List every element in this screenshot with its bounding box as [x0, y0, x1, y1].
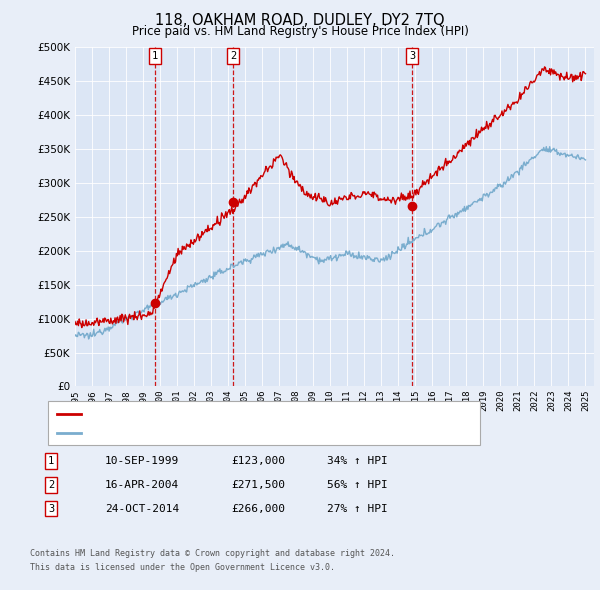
Text: £271,500: £271,500: [231, 480, 285, 490]
Text: Price paid vs. HM Land Registry's House Price Index (HPI): Price paid vs. HM Land Registry's House …: [131, 25, 469, 38]
Text: 2: 2: [230, 51, 236, 61]
Text: 27% ↑ HPI: 27% ↑ HPI: [327, 504, 388, 513]
Text: 2: 2: [48, 480, 54, 490]
Text: £266,000: £266,000: [231, 504, 285, 513]
Text: 56% ↑ HPI: 56% ↑ HPI: [327, 480, 388, 490]
Text: This data is licensed under the Open Government Licence v3.0.: This data is licensed under the Open Gov…: [30, 563, 335, 572]
Text: 1: 1: [152, 51, 158, 61]
Text: 10-SEP-1999: 10-SEP-1999: [105, 457, 179, 466]
Text: HPI: Average price, detached house, Dudley: HPI: Average price, detached house, Dudl…: [87, 428, 349, 438]
Text: Contains HM Land Registry data © Crown copyright and database right 2024.: Contains HM Land Registry data © Crown c…: [30, 549, 395, 558]
Text: £123,000: £123,000: [231, 457, 285, 466]
Text: 118, OAKHAM ROAD, DUDLEY, DY2 7TQ: 118, OAKHAM ROAD, DUDLEY, DY2 7TQ: [155, 13, 445, 28]
Text: 16-APR-2004: 16-APR-2004: [105, 480, 179, 490]
Text: 118, OAKHAM ROAD, DUDLEY, DY2 7TQ (detached house): 118, OAKHAM ROAD, DUDLEY, DY2 7TQ (detac…: [87, 409, 400, 418]
Text: 1: 1: [48, 457, 54, 466]
Text: 3: 3: [48, 504, 54, 513]
Text: 3: 3: [409, 51, 415, 61]
Text: 24-OCT-2014: 24-OCT-2014: [105, 504, 179, 513]
Text: 34% ↑ HPI: 34% ↑ HPI: [327, 457, 388, 466]
